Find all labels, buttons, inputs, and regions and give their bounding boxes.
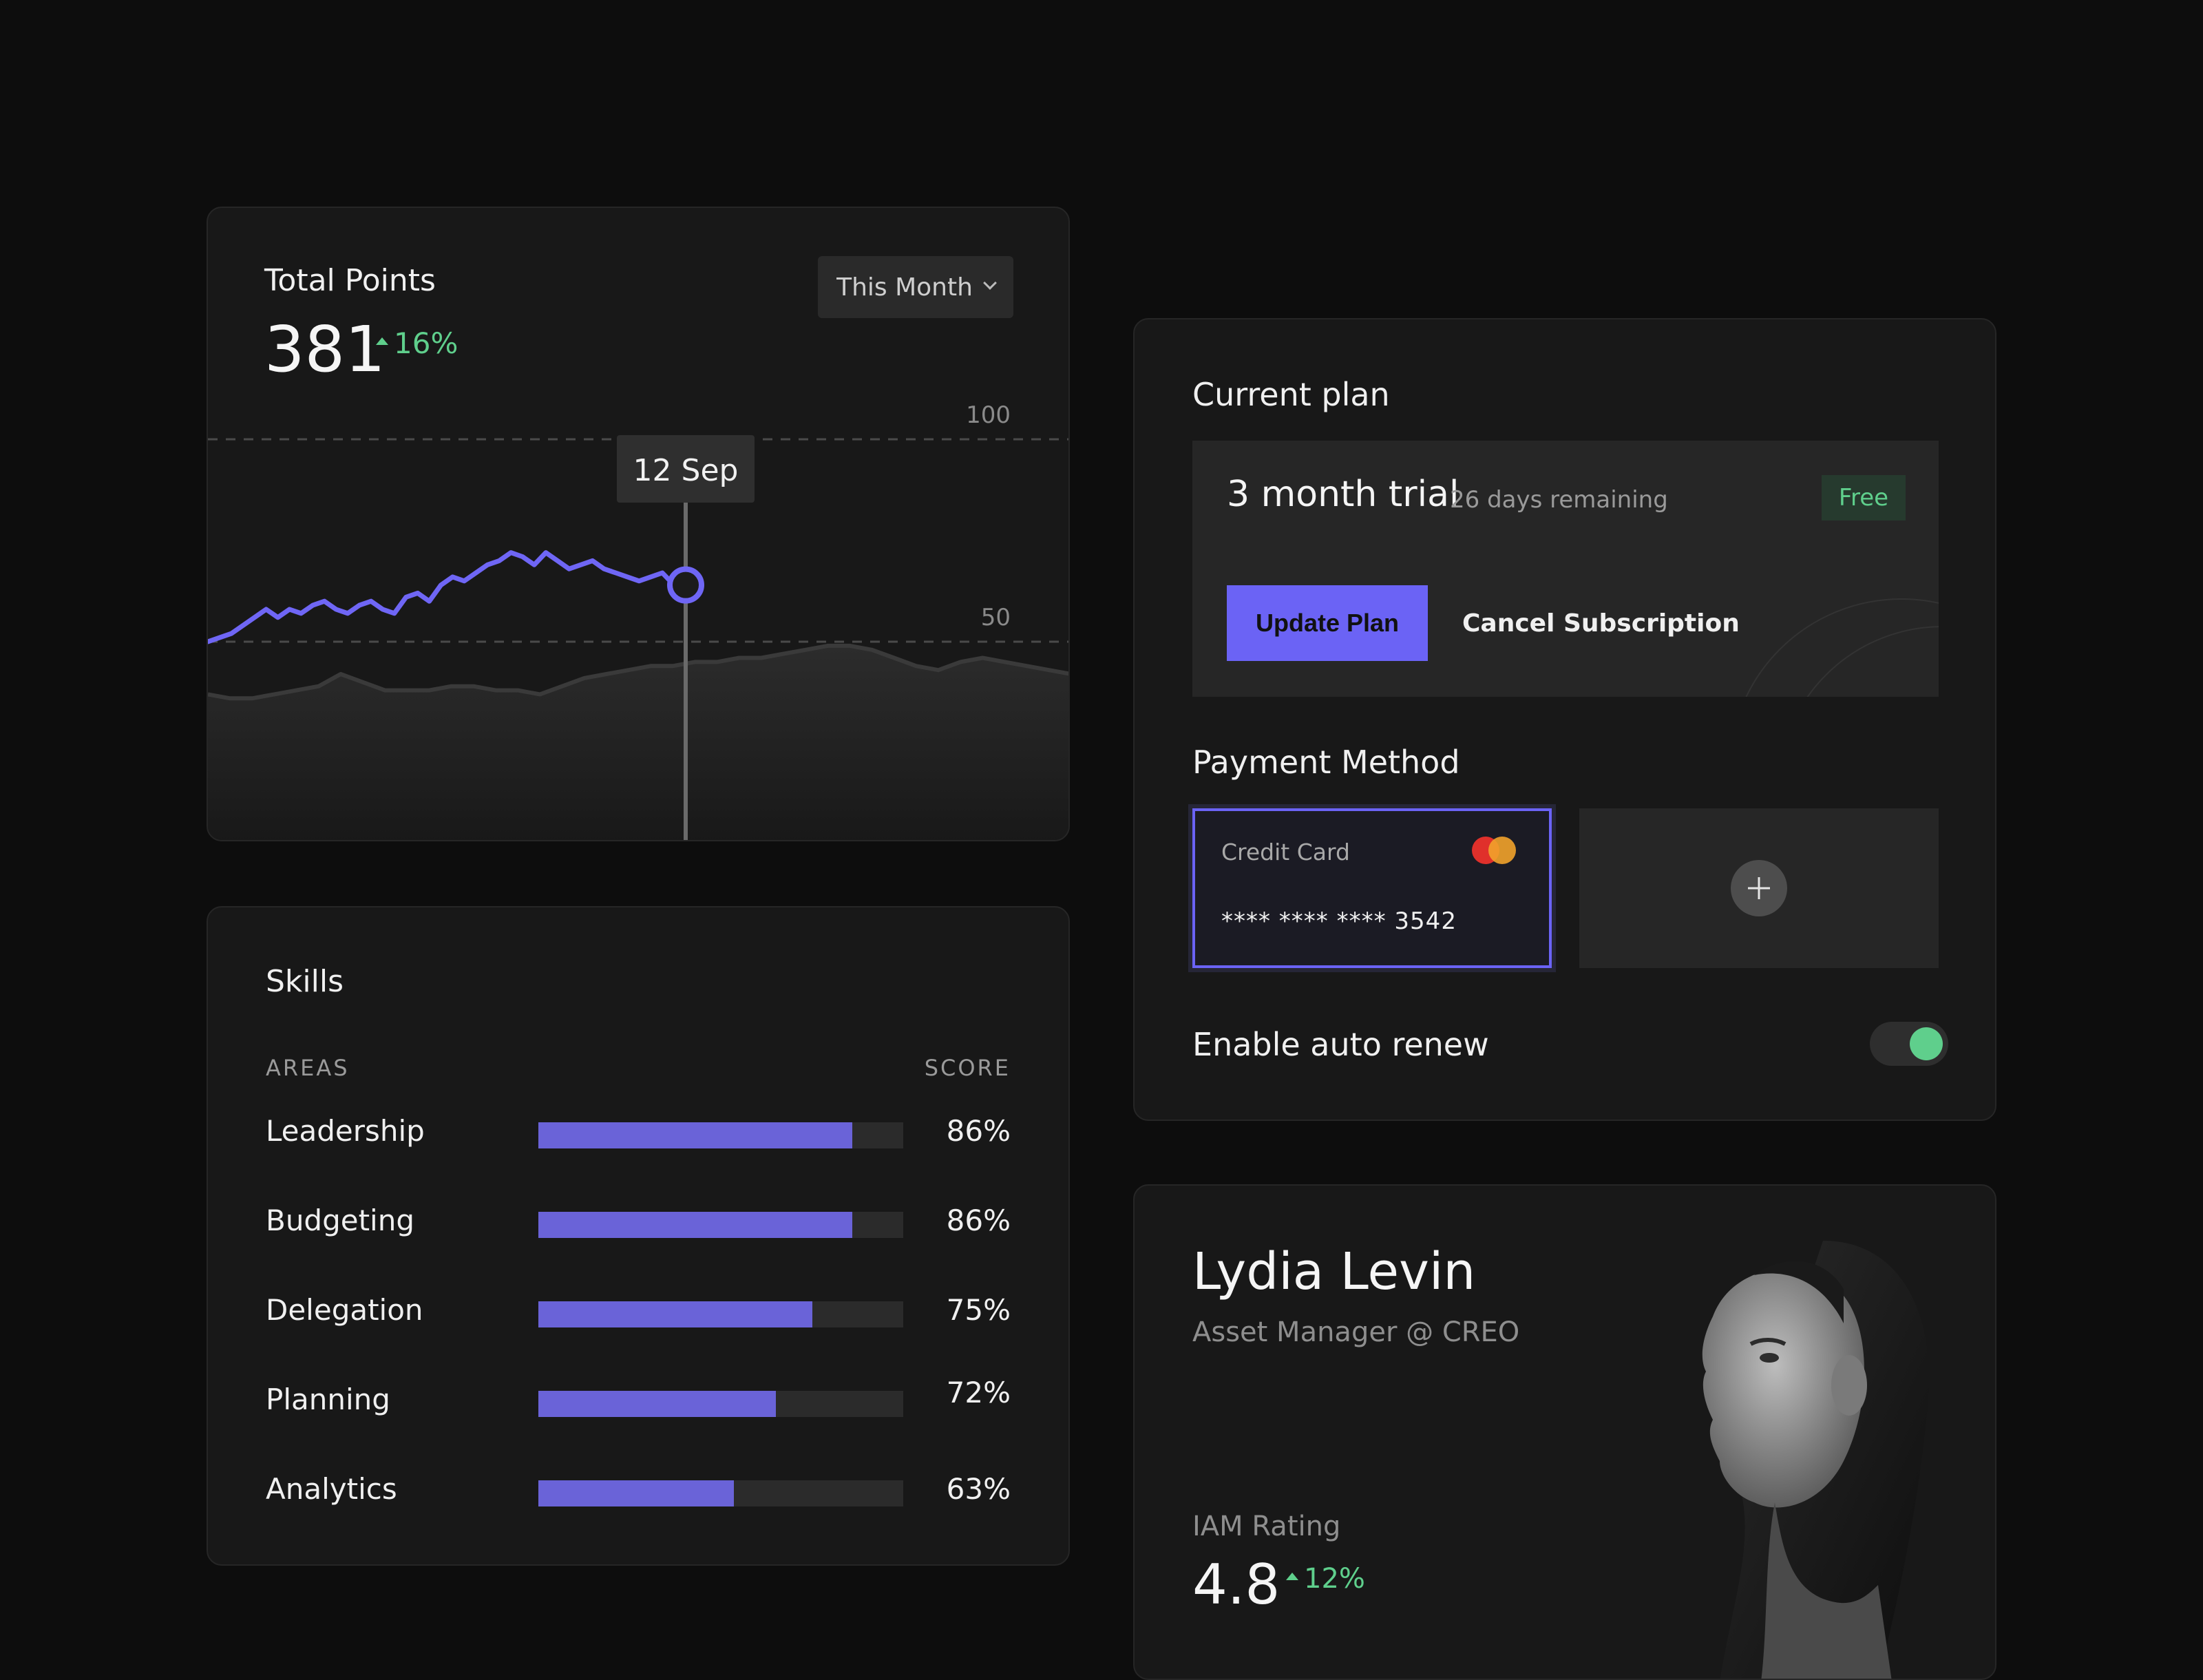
highlight-point [667, 566, 704, 604]
skill-bar-fill [538, 1212, 852, 1238]
rating-change-value: 12% [1304, 1563, 1365, 1595]
plan-badge: Free [1822, 475, 1906, 521]
period-select[interactable]: This Month [818, 256, 1013, 318]
series-line-secondary [208, 643, 1068, 701]
profile-card: Lydia Levin Asset Manager @ CREO IAM Rat… [1133, 1184, 1996, 1680]
skill-score: 86% [946, 1204, 1011, 1237]
add-circle [1731, 860, 1787, 916]
skill-bar-track [538, 1480, 903, 1506]
toggle-knob [1910, 1027, 1943, 1060]
mastercard-icon [1472, 837, 1516, 864]
skill-bar-track [538, 1391, 903, 1417]
cancel-subscription-link[interactable]: Cancel Subscription [1462, 609, 1740, 638]
plan-name: 3 month trial [1227, 474, 1459, 515]
skill-row: Delegation 75% [208, 1293, 1068, 1334]
rating-change: 12% [1286, 1563, 1365, 1595]
skill-name: Leadership [266, 1114, 425, 1148]
points-value: 381 [264, 313, 386, 386]
tooltip-box [617, 435, 755, 503]
decorative-arcs [1745, 598, 1939, 697]
skill-bar-fill [538, 1480, 734, 1506]
up-arrow-icon [1286, 1572, 1298, 1580]
skill-score: 63% [946, 1472, 1011, 1506]
skill-row: Analytics 63% [208, 1472, 1068, 1513]
points-change: 16% [376, 326, 458, 360]
chevron-down-icon [983, 276, 997, 290]
rating-value: 4.8 [1192, 1553, 1280, 1617]
plus-icon [1748, 877, 1770, 899]
y-tick-label: 50 [981, 604, 1011, 631]
score-column-header: SCORE [924, 1055, 1011, 1081]
tooltip-label: 12 Sep [633, 453, 739, 488]
skills-title: Skills [266, 964, 344, 999]
skill-row: Budgeting 86% [208, 1204, 1068, 1245]
skill-score: 75% [946, 1293, 1011, 1327]
skill-bar-fill [538, 1391, 776, 1417]
skill-score: 72% [946, 1376, 1011, 1409]
skill-bar-track [538, 1301, 903, 1327]
update-plan-button[interactable]: Update Plan [1227, 585, 1428, 661]
points-change-value: 16% [394, 326, 458, 360]
profile-photo [1702, 1241, 1930, 1679]
plan-remaining: 26 days remaining [1450, 486, 1668, 514]
rating-label: IAM Rating [1192, 1511, 1341, 1542]
card-label: Credit Card [1221, 839, 1350, 865]
credit-card-option[interactable]: Credit Card **** **** **** 3542 [1192, 808, 1552, 968]
add-payment-method-button[interactable] [1579, 808, 1939, 968]
profile-name: Lydia Levin [1192, 1242, 1476, 1301]
total-points-card: 10050012 Sep Total Points 381 16% This M… [207, 207, 1070, 841]
skill-name: Analytics [266, 1472, 397, 1506]
plan-summary: 3 month trial 26 days remaining Free Upd… [1192, 441, 1939, 697]
auto-renew-toggle[interactable] [1870, 1022, 1948, 1066]
series-area [208, 645, 1068, 840]
current-plan-card: Current plan 3 month trial 26 days remai… [1133, 318, 1996, 1121]
skills-card: Skills AREAS SCORE Leadership 86% Budget… [207, 906, 1070, 1566]
skill-name: Delegation [266, 1293, 423, 1327]
skill-name: Budgeting [266, 1204, 415, 1237]
areas-column-header: AREAS [266, 1055, 350, 1081]
current-plan-title: Current plan [1192, 376, 1390, 413]
skill-row: Leadership 86% [208, 1114, 1068, 1155]
points-title: Total Points [264, 263, 436, 298]
card-number: **** **** **** 3542 [1221, 907, 1457, 935]
profile-role: Asset Manager @ CREO [1192, 1316, 1520, 1348]
payment-method-title: Payment Method [1192, 744, 1460, 781]
y-tick-label: 100 [966, 401, 1011, 429]
skill-bar-fill [538, 1301, 812, 1327]
points-chart: 10050012 Sep [208, 401, 1068, 840]
period-select-value: This Month [836, 273, 973, 302]
skill-bar-track [538, 1122, 903, 1148]
series-line-primary [208, 550, 688, 644]
skill-bar-fill [538, 1122, 852, 1148]
auto-renew-label: Enable auto renew [1192, 1026, 1489, 1063]
skill-score: 86% [946, 1114, 1011, 1148]
skill-name: Planning [266, 1383, 390, 1416]
up-arrow-icon [376, 337, 388, 345]
skill-row: Planning 72% [208, 1376, 1068, 1424]
skill-bar-track [538, 1212, 903, 1238]
